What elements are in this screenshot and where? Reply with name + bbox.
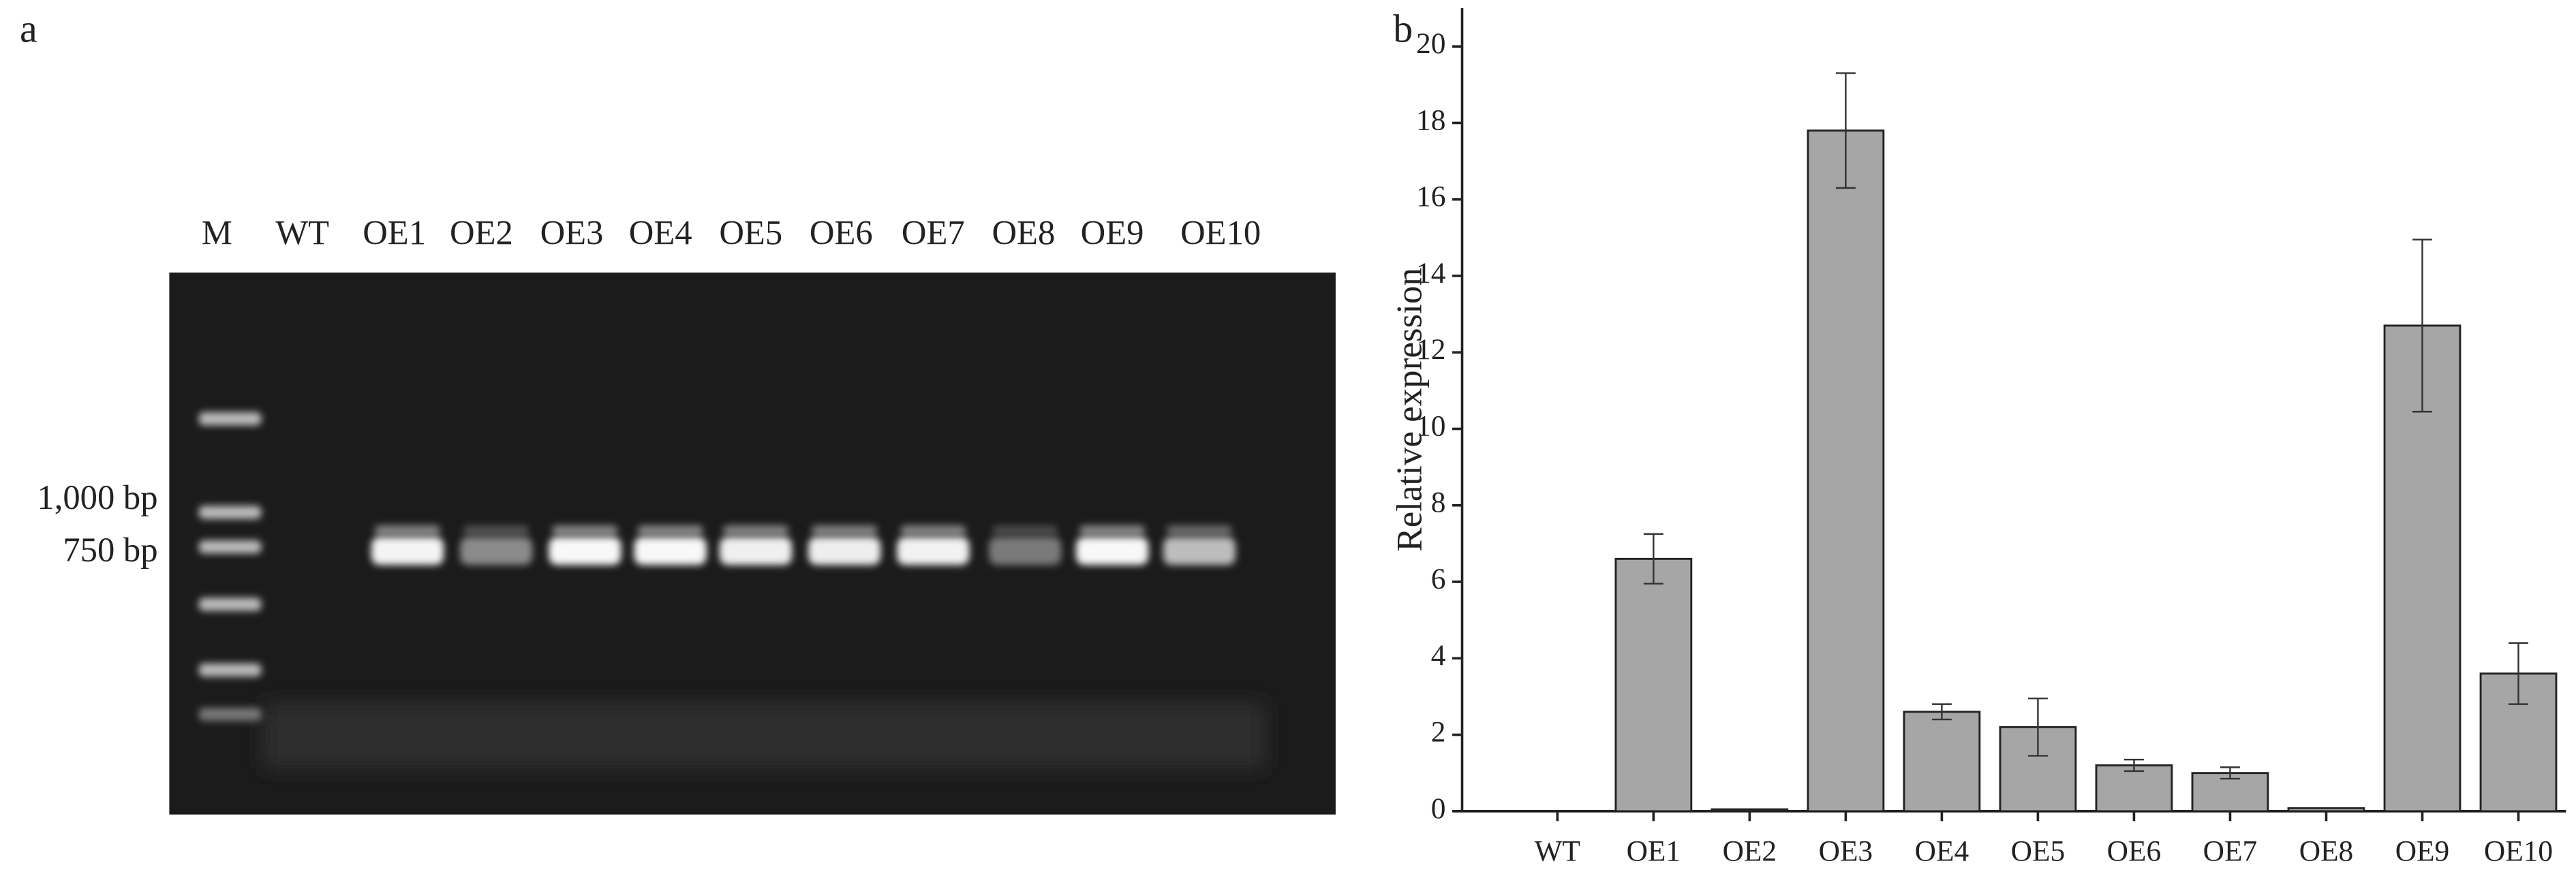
- x-tick-label: OE3: [1819, 835, 1873, 867]
- lane-label: OE5: [719, 214, 782, 252]
- panel-label: b: [1393, 6, 1413, 50]
- dna-band: [1076, 537, 1149, 565]
- dna-band-upper: [992, 525, 1058, 535]
- dna-band: [460, 537, 533, 565]
- lane-label: OE3: [540, 214, 604, 252]
- dna-band-upper: [552, 525, 618, 535]
- dna-band-upper: [1166, 525, 1233, 535]
- error-bar: [1835, 72, 1856, 189]
- dna-band-upper: [637, 525, 703, 535]
- lane-label: OE10: [1180, 214, 1261, 252]
- ladder-band: [198, 505, 262, 519]
- error-bar: [1931, 703, 1952, 721]
- x-tick-label: OE1: [1627, 835, 1681, 867]
- y-tick-label: 14: [1416, 257, 1446, 290]
- x-tick-label: OE10: [2484, 835, 2553, 867]
- dna-band: [719, 537, 793, 565]
- gel-smear: [262, 702, 1266, 769]
- dna-band: [371, 537, 444, 565]
- x-tick-label: OE7: [2203, 835, 2258, 867]
- dna-band-upper: [374, 525, 441, 535]
- y-tick-label: 0: [1431, 792, 1446, 825]
- error-bar: [2412, 238, 2432, 413]
- x-tick-label: OE9: [2395, 835, 2450, 867]
- bar: [1711, 808, 1789, 813]
- lane-label: OE2: [450, 214, 513, 252]
- ladder-band: [198, 412, 262, 426]
- error-bar: [2220, 766, 2240, 780]
- ladder-band: [198, 707, 262, 721]
- dna-band: [634, 537, 707, 565]
- dna-band: [989, 537, 1062, 565]
- error-bar: [2123, 758, 2144, 773]
- y-tick-label: 18: [1416, 104, 1445, 136]
- gel-image: [169, 272, 1336, 815]
- x-tick-label: OE4: [1915, 835, 1969, 867]
- dna-band-upper: [900, 525, 966, 535]
- panel-label: a: [20, 6, 37, 50]
- error-bar: [2509, 642, 2528, 705]
- marker-label: 750 bp: [63, 531, 157, 569]
- lane-label: WT: [275, 214, 329, 252]
- lane-label: OE8: [992, 214, 1056, 252]
- error-bar: [1643, 533, 1663, 585]
- ladder-band: [198, 663, 262, 677]
- y-tick-label: 20: [1416, 27, 1445, 60]
- dna-band: [897, 537, 970, 565]
- y-tick-label: 4: [1431, 639, 1446, 672]
- bar: [1807, 129, 1885, 813]
- y-tick-label: 16: [1416, 181, 1445, 213]
- bar: [2287, 807, 2365, 813]
- dna-band-upper: [1079, 525, 1146, 535]
- x-tick-label: WT: [1535, 835, 1580, 867]
- y-axis-title: Relative expression: [1390, 268, 1429, 552]
- y-tick-label: 2: [1431, 716, 1446, 749]
- ladder-band: [198, 597, 262, 611]
- dna-band: [808, 537, 881, 565]
- dna-band-upper: [811, 525, 878, 535]
- ladder-band: [198, 540, 262, 554]
- lane-label: M: [202, 214, 232, 252]
- lane-label: OE4: [629, 214, 692, 252]
- dna-band: [1163, 537, 1236, 565]
- lane-label: OE6: [810, 214, 873, 252]
- bar: [1903, 711, 1981, 813]
- dna-band-upper: [722, 525, 789, 535]
- y-tick-label: 10: [1416, 409, 1445, 442]
- error-bar: [2027, 698, 2048, 757]
- bar: [2095, 764, 2173, 813]
- x-tick-label: OE5: [2011, 835, 2066, 867]
- dna-band: [549, 537, 622, 565]
- marker-label: 1,000 bp: [37, 478, 157, 516]
- bar: [1614, 557, 1693, 813]
- y-tick-label: 6: [1431, 563, 1446, 595]
- x-tick-label: OE8: [2299, 835, 2354, 867]
- lane-label: OE9: [1081, 214, 1144, 252]
- lane-label: OE1: [363, 214, 426, 252]
- y-tick-label: 12: [1416, 333, 1445, 366]
- dna-band-upper: [463, 525, 530, 535]
- x-tick-label: OE2: [1723, 835, 1777, 867]
- x-tick-label: OE6: [2107, 835, 2162, 867]
- y-tick-label: 8: [1431, 486, 1446, 519]
- lane-label: OE7: [902, 214, 965, 252]
